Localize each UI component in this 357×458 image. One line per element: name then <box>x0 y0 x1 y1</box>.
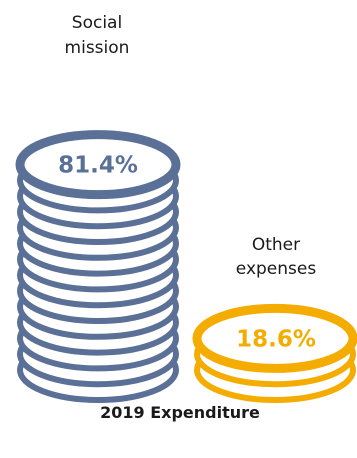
coin-other-top <box>192 303 357 373</box>
value-label-social-mission: 81.4% <box>58 153 138 179</box>
value-label-other-expenses: 18.6% <box>236 326 316 352</box>
category-label-social-line1: Social <box>72 13 122 33</box>
chart-title: 2019 Expenditure <box>100 403 260 422</box>
coin-stack-other-expenses <box>192 303 357 403</box>
category-label-other-line1: Other <box>252 235 300 255</box>
coin-stack-social-mission <box>15 130 181 403</box>
category-label-other-line2: expenses <box>236 259 317 279</box>
coin-social-top <box>15 130 181 200</box>
category-label-social-line2: mission <box>65 38 130 58</box>
